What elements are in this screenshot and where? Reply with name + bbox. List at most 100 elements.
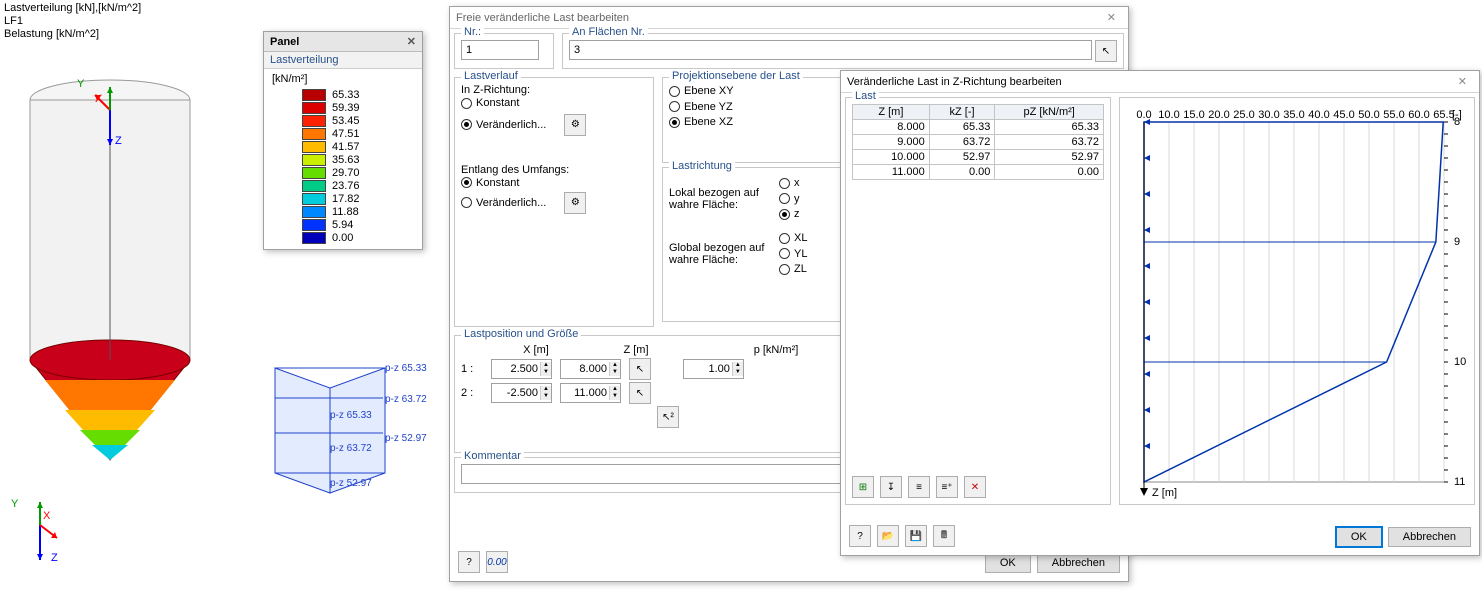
global-zl-radio[interactable]: ZL — [779, 263, 807, 275]
col-z: Z [m] — [853, 105, 930, 120]
svg-text:30.0: 30.0 — [1258, 109, 1279, 121]
nr-input[interactable] — [461, 40, 539, 60]
svg-text:10: 10 — [1454, 356, 1466, 368]
p2-z-input[interactable]: ▲▼ — [560, 383, 621, 403]
umfang-edit-button[interactable]: ⚙ — [564, 192, 586, 214]
table-excel-button[interactable]: ⊞ — [852, 476, 874, 498]
flaechen-input[interactable] — [569, 40, 1092, 60]
col-p: pZ [kN/m²] — [995, 105, 1104, 120]
axis-z-label-2: Z — [51, 552, 58, 564]
table-import-button[interactable]: ↧ — [880, 476, 902, 498]
global-label: Global bezogen auf wahre Fläche: — [669, 242, 779, 266]
dialog1-close-icon[interactable]: ✕ — [1101, 11, 1122, 24]
legend-item: 41.57 — [302, 141, 414, 153]
ebene-xz-radio[interactable]: Ebene XZ — [669, 116, 733, 128]
lastrichtung-group-label: Lastrichtung — [669, 160, 735, 172]
in-z-label: In Z-Richtung: — [461, 84, 647, 96]
dialog1-ok-button[interactable]: OK — [985, 553, 1031, 573]
lokal-label: Lokal bezogen auf wahre Fläche: — [669, 187, 779, 211]
z-konstant-radio[interactable]: Konstant — [461, 97, 519, 109]
p1-z-input[interactable]: ▲▼ — [560, 359, 621, 379]
svg-text:0.0: 0.0 — [1136, 109, 1151, 121]
load-value-label: p-z 52.97 — [330, 478, 372, 489]
dialog2-ok-button[interactable]: OK — [1336, 527, 1382, 547]
chart-area: 0.010.015.020.025.030.035.040.045.050.05… — [1119, 97, 1475, 505]
p-col-label: p [kN/m²] — [731, 344, 821, 356]
umfang-konstant-radio[interactable]: Konstant — [461, 177, 519, 189]
d2-help-button[interactable]: ? — [849, 525, 871, 547]
svg-text:15.0: 15.0 — [1183, 109, 1204, 121]
table-delete-button[interactable]: ✕ — [964, 476, 986, 498]
d2-save-button[interactable]: 💾 — [905, 525, 927, 547]
axis-y-label-2: Y — [11, 498, 18, 510]
load-value-label: p-z 52.97 — [385, 433, 427, 444]
axis-y-label: Y — [77, 78, 84, 90]
d2-calc-button[interactable]: 🖩 — [933, 525, 955, 547]
pick2-button[interactable]: ↖ — [629, 382, 651, 404]
table-row[interactable]: 10.00052.9752.97 — [853, 150, 1104, 165]
row2-label: 2 : — [461, 387, 483, 399]
load-value-label: p-z 63.72 — [385, 394, 427, 405]
dialog2-cancel-button[interactable]: Abbrechen — [1388, 527, 1471, 547]
p1-x-input[interactable]: ▲▼ — [491, 359, 552, 379]
load-table[interactable]: Z [m]kZ [-]pZ [kN/m²] 8.00065.3365.339.0… — [852, 104, 1104, 180]
legend-item: 29.70 — [302, 167, 414, 179]
panel-title: Panel — [270, 36, 299, 48]
local-z-radio[interactable]: z — [779, 208, 800, 220]
global-yl-radio[interactable]: YL — [779, 248, 807, 260]
flaechen-group-label: An Flächen Nr. — [569, 26, 648, 38]
ebene-yz-radio[interactable]: Ebene YZ — [669, 101, 733, 113]
svg-text:8: 8 — [1454, 116, 1460, 128]
d2-open-button[interactable]: 📂 — [877, 525, 899, 547]
col-k: kZ [-] — [929, 105, 995, 120]
x-col-label: X [m] — [501, 344, 571, 356]
kommentar-group-label: Kommentar — [461, 450, 524, 462]
table-row[interactable]: 8.00065.3365.33 — [853, 120, 1104, 135]
svg-text:40.0: 40.0 — [1308, 109, 1329, 121]
pick-both-button[interactable]: ↖² — [657, 406, 679, 428]
dialog1-title: Freie veränderliche Last bearbeiten — [456, 12, 629, 24]
global-xl-radio[interactable]: XL — [779, 232, 807, 244]
legend-item: 53.45 — [302, 115, 414, 127]
viewport-label-3: Belastung [kN/m^2] — [4, 28, 99, 40]
help-button[interactable]: ? — [458, 551, 480, 573]
svg-text:55.0: 55.0 — [1383, 109, 1404, 121]
legend-item: 23.76 — [302, 180, 414, 192]
table-row-add-button[interactable]: ≡⁺ — [936, 476, 958, 498]
table-row-insert-button[interactable]: ≡ — [908, 476, 930, 498]
pick-surface-button[interactable]: ↖ — [1095, 40, 1117, 62]
legend-item: 11.88 — [302, 206, 414, 218]
table-row[interactable]: 9.00063.7263.72 — [853, 135, 1104, 150]
viewport-label-1: Lastverteilung [kN],[kN/m^2] — [4, 2, 141, 14]
axis-x-label-2: X — [43, 510, 50, 522]
local-x-radio[interactable]: x — [779, 177, 800, 189]
legend-panel: Panel✕ Lastverteilung [kN/m²] 65.3359.39… — [263, 31, 423, 250]
z-veraenderlich-radio[interactable]: Veränderlich... — [461, 119, 546, 131]
svg-text:10.0: 10.0 — [1158, 109, 1179, 121]
p2-x-input[interactable]: ▲▼ — [491, 383, 552, 403]
table-row[interactable]: 11.0000.000.00 — [853, 165, 1104, 180]
svg-text:35.0: 35.0 — [1283, 109, 1304, 121]
p1-p-input[interactable]: ▲▼ — [683, 359, 744, 379]
panel-close-icon[interactable]: ✕ — [407, 35, 416, 48]
umfang-veraenderlich-radio[interactable]: Veränderlich... — [461, 197, 546, 209]
svg-text:60.0: 60.0 — [1408, 109, 1429, 121]
panel-unit: [kN/m²] — [272, 73, 414, 85]
legend-item: 47.51 — [302, 128, 414, 140]
svg-text:25.0: 25.0 — [1233, 109, 1254, 121]
pick1-button[interactable]: ↖ — [629, 358, 651, 380]
row1-label: 1 : — [461, 363, 483, 375]
units-button[interactable]: 0.00 — [486, 551, 508, 573]
svg-text:20.0: 20.0 — [1208, 109, 1229, 121]
legend-item: 17.82 — [302, 193, 414, 205]
ebene-xy-radio[interactable]: Ebene XY — [669, 85, 734, 97]
load-value-label: p-z 63.72 — [330, 443, 372, 454]
variable-load-z-dialog: Veränderliche Last in Z-Richtung bearbei… — [840, 70, 1480, 556]
legend-item: 5.94 — [302, 219, 414, 231]
local-y-radio[interactable]: y — [779, 193, 800, 205]
dialog1-cancel-button[interactable]: Abbrechen — [1037, 553, 1120, 573]
load-value-label: p-z 65.33 — [330, 410, 372, 421]
z-edit-button[interactable]: ⚙ — [564, 114, 586, 136]
svg-text:9: 9 — [1454, 236, 1460, 248]
dialog2-close-icon[interactable]: ✕ — [1452, 75, 1473, 88]
